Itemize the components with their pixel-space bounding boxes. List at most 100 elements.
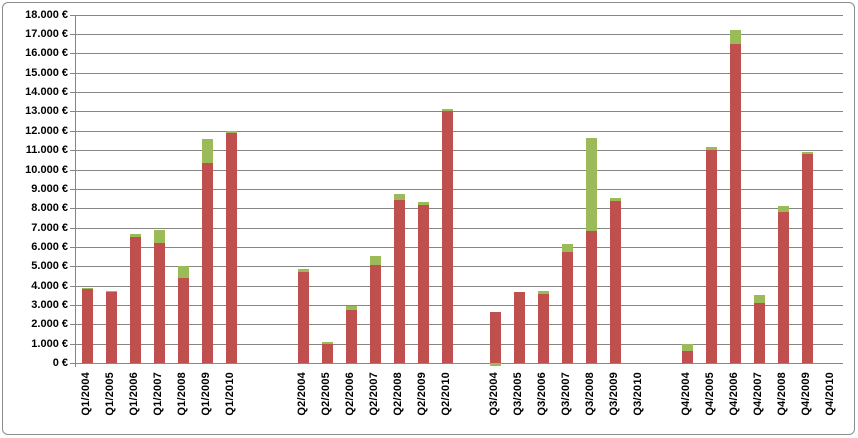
bar-green-segment [729, 30, 741, 44]
bar-red-segment [297, 272, 309, 363]
bar-red-segment [609, 201, 621, 363]
x-axis-label: Q2/2010 [440, 372, 452, 416]
bar-red-segment [705, 150, 717, 363]
bar-green-segment [297, 269, 309, 273]
y-gridline [75, 34, 843, 35]
y-gridline [75, 170, 843, 171]
bar-green-segment [537, 291, 549, 295]
x-axis-label: Q1/2008 [176, 372, 188, 416]
bar-red-segment [753, 303, 765, 363]
bar-red-segment [225, 132, 237, 363]
bar-red-segment [681, 351, 693, 363]
y-tick [70, 73, 76, 74]
y-tick [70, 324, 76, 325]
bar-green-segment [129, 234, 141, 238]
bar-red-segment [537, 294, 549, 363]
x-axis-label: Q3/2005 [512, 372, 524, 416]
y-tick-label: 2.000 € [31, 318, 68, 330]
y-tick-label: 12.000 € [25, 125, 68, 137]
x-axis-label: Q1/2005 [104, 372, 116, 416]
x-axis-label: Q3/2009 [608, 372, 620, 416]
y-gridline [75, 15, 843, 16]
x-axis-label: Q3/2008 [584, 372, 596, 416]
bar-green-segment [393, 193, 405, 201]
bar-green-segment [105, 291, 117, 293]
y-gridline [75, 305, 843, 306]
x-axis-label: Q3/2007 [560, 372, 572, 416]
bar-green-segment [561, 243, 573, 252]
bar-red-segment [417, 205, 429, 363]
bar-green-segment [705, 147, 717, 151]
x-axis-label: Q2/2005 [320, 372, 332, 416]
y-tick-label: 14.000 € [25, 86, 68, 98]
bar-green-segment [81, 287, 93, 290]
y-tick [70, 344, 76, 345]
x-axis-label: Q2/2004 [296, 372, 308, 416]
y-tick [70, 111, 76, 112]
y-tick-label: 16.000 € [25, 47, 68, 59]
y-tick [70, 266, 76, 267]
x-axis-label: Q3/2004 [488, 372, 500, 416]
x-axis-label: Q3/2010 [632, 372, 644, 416]
y-tick-label: 11.000 € [25, 144, 68, 156]
bar-red-segment [513, 292, 525, 363]
bar-red-segment [777, 212, 789, 363]
y-gridline [75, 189, 843, 190]
y-tick-label: 13.000 € [25, 105, 68, 117]
y-tick [70, 131, 76, 132]
y-gridline [75, 150, 843, 151]
x-axis-label: Q1/2010 [224, 372, 236, 416]
bar-red-segment [801, 154, 813, 363]
x-axis-label: Q1/2009 [200, 372, 212, 416]
bar-green-segment [369, 255, 381, 266]
y-gridline [75, 53, 843, 54]
y-tick-label: 5.000 € [31, 260, 68, 272]
y-tick-label: 18.000 € [25, 9, 68, 21]
bar-red-segment [201, 162, 213, 363]
y-gridline [75, 363, 843, 364]
bar-red-segment [321, 343, 333, 363]
bar-green-segment [225, 130, 237, 133]
y-tick-label: 8.000 € [31, 202, 68, 214]
x-axis-label: Q4/2007 [752, 372, 764, 416]
y-gridline [75, 266, 843, 267]
x-axis-label: Q2/2006 [344, 372, 356, 416]
y-tick-label: 9.000 € [31, 183, 68, 195]
bar-green-segment [441, 108, 453, 112]
y-gridline [75, 131, 843, 132]
x-axis-label: Q4/2009 [800, 372, 812, 416]
y-tick-label: 6.000 € [31, 241, 68, 253]
y-tick [70, 363, 76, 364]
bar-green-segment [777, 206, 789, 213]
x-axis-label: Q1/2006 [128, 372, 140, 416]
y-tick [70, 170, 76, 171]
bar-green-segment [753, 295, 765, 303]
x-axis-label: Q1/2007 [152, 372, 164, 416]
x-axis-label: Q4/2006 [728, 372, 740, 416]
bar-red-segment [489, 311, 501, 363]
bar-red-segment [369, 265, 381, 363]
bar-green-segment [681, 343, 693, 352]
x-axis-label: Q2/2009 [416, 372, 428, 416]
y-gridline [75, 208, 843, 209]
bar-red-segment [441, 111, 453, 363]
x-axis-label: Q2/2008 [392, 372, 404, 416]
bar-green-segment [801, 152, 813, 154]
y-gridline [75, 324, 843, 325]
bar-red-segment [561, 251, 573, 363]
bar-green-segment [345, 305, 357, 310]
bar-red-segment [105, 292, 117, 363]
y-gridline [75, 247, 843, 248]
bar-green-segment [489, 363, 501, 366]
y-gridline [75, 73, 843, 74]
x-axis-label: Q4/2008 [776, 372, 788, 416]
y-tick [70, 150, 76, 151]
y-tick [70, 34, 76, 35]
x-axis-label: Q4/2005 [704, 372, 716, 416]
y-tick-label: 15.000 € [25, 67, 68, 79]
x-axis-label: Q2/2007 [368, 372, 380, 416]
bar-red-segment [729, 43, 741, 363]
bar-red-segment [81, 289, 93, 363]
